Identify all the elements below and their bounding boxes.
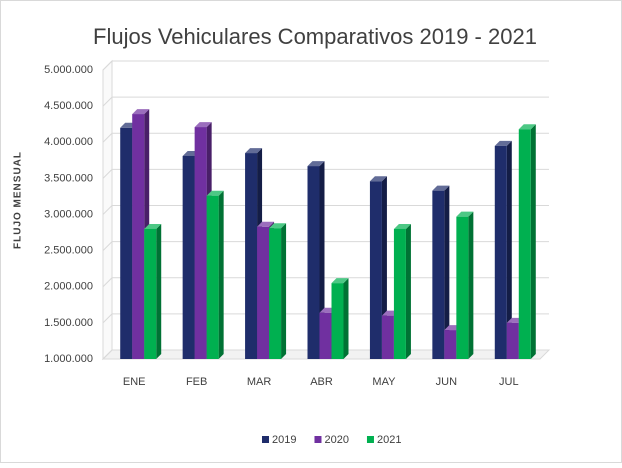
bar-top [393, 223, 411, 229]
bar-side [156, 223, 162, 359]
x-tick-label: MAR [247, 376, 272, 388]
bar-top [245, 148, 263, 154]
bar [194, 127, 207, 359]
bar-top [144, 223, 162, 229]
bar-side [405, 223, 411, 359]
bar-top [132, 109, 150, 115]
bar [518, 129, 531, 359]
grid-wall-line [102, 96, 113, 107]
grid-wall-line [102, 313, 113, 324]
legend-swatch [314, 436, 322, 443]
grid-wall-line [102, 60, 113, 71]
bar [393, 228, 406, 359]
legend-label: 2020 [324, 434, 348, 446]
bar [432, 190, 445, 359]
bar-top [269, 223, 287, 229]
grid-wall-line [102, 169, 113, 179]
legend-label: 2019 [272, 434, 296, 446]
grid-wall-line [102, 205, 113, 215]
grid-wall-line [102, 132, 113, 143]
bar-side [506, 140, 512, 359]
grid-wall-line [102, 277, 113, 288]
bar [369, 181, 382, 359]
legend-swatch [262, 436, 269, 443]
x-tick-label: JUN [436, 376, 457, 388]
legend-label: 2021 [377, 434, 401, 446]
y-tick-label: 3.500.000 [44, 172, 93, 184]
x-tick-label: JUL [499, 376, 519, 388]
y-tick-label: 4.000.000 [44, 136, 93, 148]
bar-side [444, 185, 450, 359]
grid-wall-line [102, 349, 113, 360]
bar-top [456, 211, 474, 217]
y-axis-label: FLUJO MENSUAL [13, 151, 24, 249]
bar [206, 195, 219, 359]
bar-side [343, 278, 349, 359]
y-tick-label: 5.000.000 [44, 64, 93, 76]
x-tick-label: MAY [372, 376, 396, 388]
bar [132, 114, 145, 359]
bar-top [194, 122, 212, 128]
bar [307, 166, 320, 359]
y-tick-label: 1.000.000 [44, 353, 93, 365]
x-tick-label: ABR [310, 376, 333, 388]
y-tick-label: 2.000.000 [44, 281, 93, 293]
bar [269, 228, 282, 359]
x-tick-label: ENE [123, 376, 146, 388]
bar-side [281, 223, 287, 359]
bar-side [218, 190, 224, 359]
bar [494, 145, 507, 359]
bar [444, 330, 457, 359]
bar-top [369, 176, 387, 182]
bar-side [530, 124, 536, 360]
bar [182, 155, 195, 359]
bar [144, 228, 157, 359]
bar [506, 322, 519, 359]
bar [120, 127, 133, 359]
bar [319, 312, 332, 359]
bar-top [257, 221, 275, 227]
chart-title: Flujos Vehiculares Comparativos 2019 - 2… [93, 24, 537, 49]
bar [456, 216, 469, 359]
bar-top [432, 185, 450, 191]
y-tick-label: 1.500.000 [44, 317, 93, 329]
bar [331, 283, 344, 359]
bar-top [206, 190, 224, 196]
bar [245, 153, 258, 359]
bar [381, 315, 394, 359]
bar [257, 226, 270, 359]
bar-top [331, 278, 349, 284]
legend-swatch [366, 436, 374, 443]
y-tick-label: 4.500.000 [44, 100, 93, 112]
bar-side [468, 211, 474, 359]
y-tick-label: 2.500.000 [44, 245, 93, 257]
grid-wall-line [102, 241, 113, 251]
bar-top [307, 161, 325, 167]
x-tick-label: FEB [186, 376, 207, 388]
y-tick-label: 3.000.000 [44, 208, 93, 220]
bar-top [518, 124, 536, 130]
bar-top [494, 140, 512, 146]
